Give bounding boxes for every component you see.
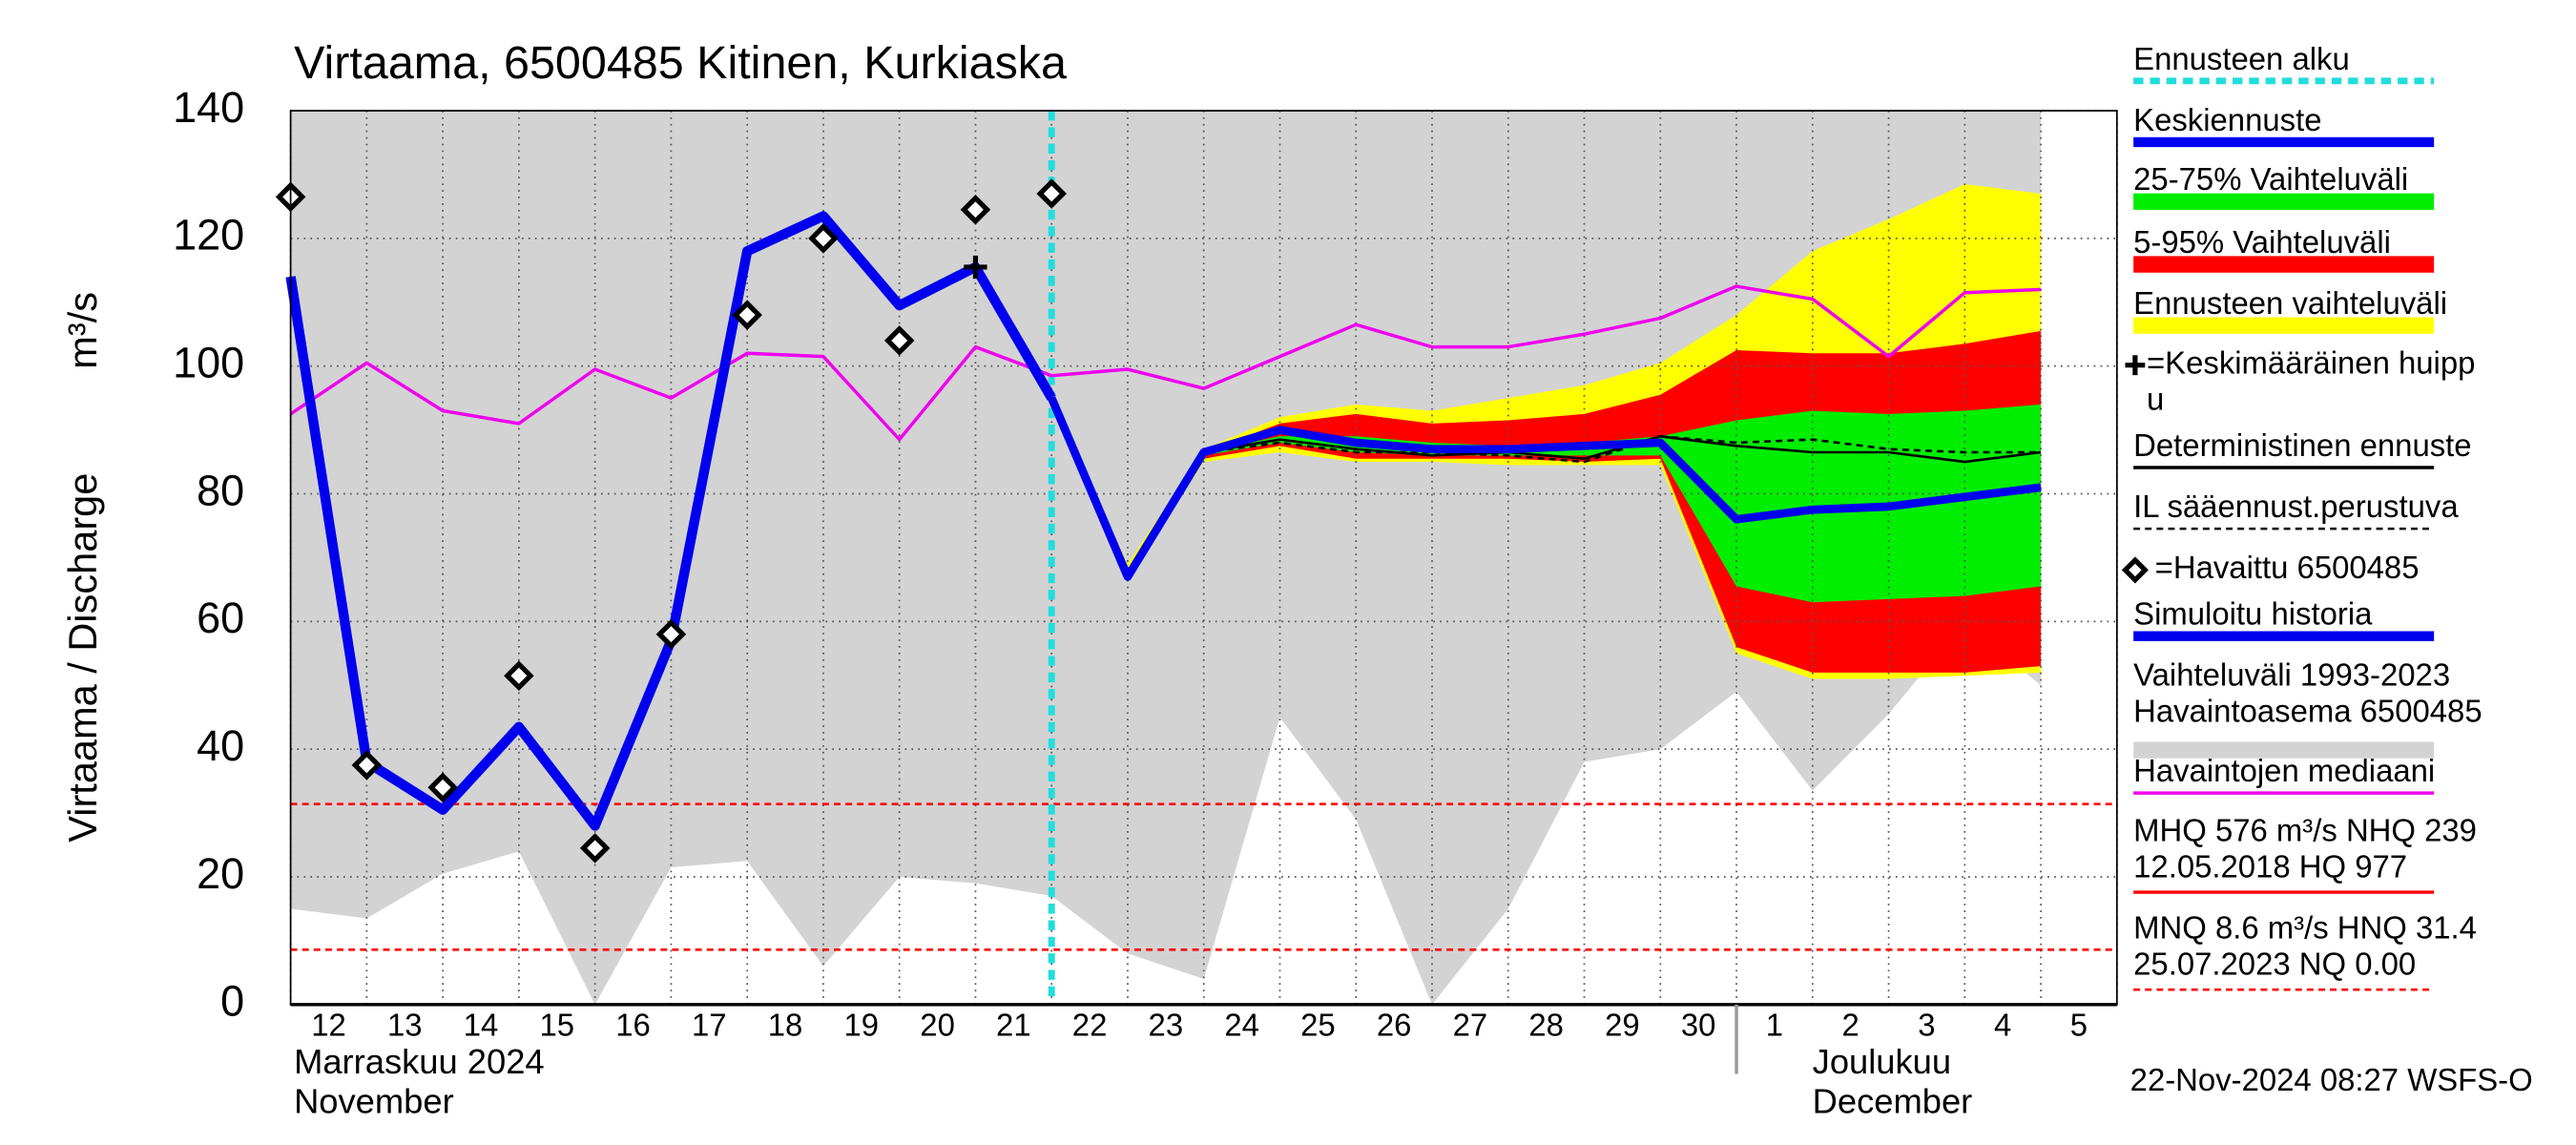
- y-axis-unit: m³/s: [60, 292, 105, 369]
- legend-label: Ennusteen alku: [2133, 41, 2350, 76]
- legend-label: 5-95% Vaihteluväli: [2133, 224, 2391, 260]
- y-tick-label: 0: [220, 977, 244, 1026]
- legend-label: u: [2147, 381, 2164, 416]
- y-tick-label: 40: [197, 721, 244, 770]
- observed-marker: [960, 194, 991, 225]
- observed-marker: [883, 325, 915, 356]
- chart-title: Virtaama, 6500485 Kitinen, Kurkiaska: [294, 37, 1067, 89]
- peak-marker: [964, 255, 987, 280]
- observed-marker: [1036, 178, 1067, 209]
- x-tick-label: 16: [615, 1008, 651, 1043]
- x-tick-label: 3: [1918, 1008, 1935, 1043]
- series-line: [289, 284, 2042, 442]
- month-label: Marraskuu 2024: [294, 1042, 545, 1081]
- y-axis-label: Virtaama / Discharge: [60, 473, 105, 843]
- legend-label: Ennusteen vaihteluväli: [2133, 285, 2447, 321]
- month-label: November: [294, 1081, 454, 1120]
- x-tick-label: 19: [844, 1008, 880, 1043]
- x-tick-label: 17: [692, 1008, 727, 1043]
- legend-label: Simuloitu historia: [2133, 596, 2373, 632]
- x-tick-label: 14: [464, 1008, 499, 1043]
- legend-stat: MNQ 8.6 m³/s HNQ 31.4: [2133, 910, 2477, 946]
- x-tick-label: 27: [1453, 1008, 1488, 1043]
- legend-label: =Havaittu 6500485: [2155, 550, 2420, 585]
- legend-label: Vaihteluväli 1993-2023: [2133, 657, 2450, 693]
- legend-label: Deterministinen ennuste: [2133, 427, 2471, 463]
- legend-label: IL sääennust.perustuva: [2133, 489, 2459, 524]
- range-band: [1051, 398, 2042, 603]
- x-tick-label: 30: [1681, 1008, 1716, 1043]
- y-tick-label: 20: [197, 849, 244, 898]
- series-line: [1203, 434, 2042, 464]
- x-tick-label: 26: [1377, 1008, 1412, 1043]
- observed-marker: [427, 772, 458, 803]
- y-tick-label: 60: [197, 593, 244, 642]
- x-tick-label: 29: [1605, 1008, 1640, 1043]
- x-tick-label: 24: [1224, 1008, 1259, 1043]
- legend-label: =Keskimääräinen huipp: [2147, 344, 2475, 380]
- y-tick-label: 140: [173, 83, 244, 132]
- legend-label: Keskiennuste: [2133, 102, 2321, 137]
- month-label: December: [1813, 1081, 1973, 1120]
- legend-label: Havaintojen mediaani: [2133, 753, 2435, 788]
- x-tick-label: 28: [1528, 1008, 1564, 1043]
- x-tick-label: 25: [1300, 1008, 1336, 1043]
- footer: 22-Nov-2024 08:27 WSFS-O: [2130, 1062, 2533, 1097]
- legend-stat: 12.05.2018 HQ 977: [2133, 849, 2407, 885]
- month-label: Joulukuu: [1813, 1042, 1951, 1081]
- y-tick-label: 120: [173, 211, 244, 260]
- observed-marker: [504, 660, 534, 692]
- observed-marker: [732, 300, 762, 330]
- x-tick-label: 2: [1842, 1008, 1859, 1043]
- legend-stat: MHQ 576 m³/s NHQ 239: [2133, 812, 2477, 847]
- legend-label: Havaintoasema 6500485: [2133, 694, 2482, 729]
- series-line: [1048, 396, 2042, 581]
- x-tick-label: 18: [768, 1008, 803, 1043]
- legend-stat: 25.07.2023 NQ 0.00: [2133, 947, 2416, 982]
- legend-marker: [2121, 556, 2149, 584]
- observed-marker: [808, 223, 839, 254]
- x-tick-label: 23: [1149, 1008, 1184, 1043]
- x-tick-label: 1: [1766, 1008, 1783, 1043]
- x-tick-label: 5: [2070, 1008, 2088, 1043]
- x-tick-label: 20: [920, 1008, 955, 1043]
- x-tick-label: 13: [387, 1008, 423, 1043]
- x-tick-label: 12: [311, 1008, 346, 1043]
- y-tick-label: 80: [197, 466, 244, 514]
- x-tick-label: 22: [1072, 1008, 1108, 1043]
- y-tick-label: 100: [173, 339, 244, 387]
- legend-marker: [2125, 355, 2146, 376]
- x-tick-label: 21: [996, 1008, 1031, 1043]
- x-tick-label: 15: [539, 1008, 574, 1043]
- observed-marker: [655, 618, 687, 650]
- legend-label: 25-75% Vaihteluväli: [2133, 161, 2408, 197]
- observed-marker: [579, 833, 611, 864]
- observed-marker: [351, 750, 383, 781]
- x-tick-label: 4: [1994, 1008, 2011, 1043]
